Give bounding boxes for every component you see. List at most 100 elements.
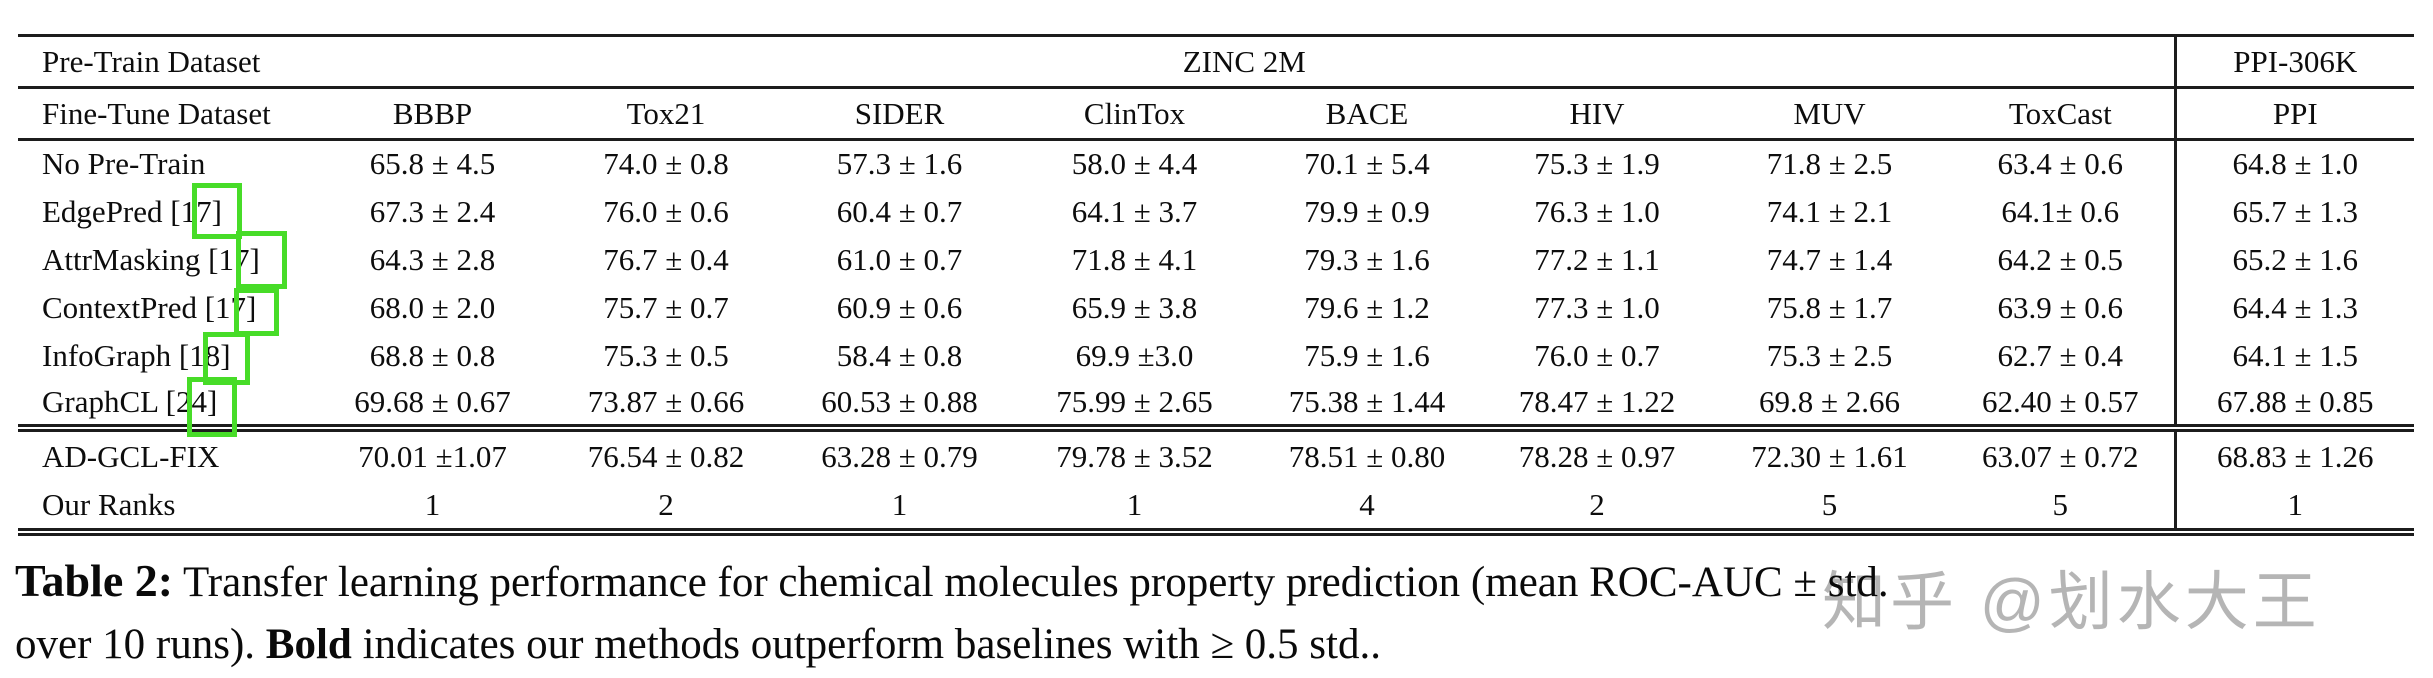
cell: 1	[2173, 481, 2415, 536]
pretrain-dataset-header: Pre-Train Dataset	[18, 34, 315, 89]
column-header-hiv: HIV	[1482, 87, 1712, 141]
cell: 68.8 ± 0.8	[369, 337, 496, 373]
cell: 73.87 ± 0.66	[550, 379, 782, 432]
cell: 75.3 ± 1.9	[1534, 146, 1660, 182]
cell: 63.28 ± 0.79	[821, 438, 978, 474]
cell: 65.8 ± 4.5	[369, 146, 496, 182]
cell: 67.88 ± 0.85	[2173, 379, 2415, 432]
cell: 64.3 ± 2.8	[369, 241, 496, 277]
row-label: AD-GCL-FIX	[42, 438, 220, 474]
row-label: AttrMasking [17]	[42, 241, 260, 277]
ours-row: AD-GCL-FIX 70.01 ±1.07 76.54 ± 0.82 63.28 ±…	[18, 427, 2415, 482]
cell: 57.3 ± 1.6	[836, 146, 963, 182]
cell: 64.8 ± 1.0	[2173, 139, 2415, 188]
cell: 75.3 ± 2.5	[1766, 337, 1893, 373]
results-table: Pre-Train Dataset ZINC 2M PPI-306K Fine-…	[18, 34, 2415, 536]
cell: 76.0 ± 0.6	[603, 193, 729, 229]
column-header-tox21: Tox21	[550, 87, 782, 141]
cell: 75.99 ± 2.65	[1017, 379, 1252, 432]
column-header-muv: MUV	[1712, 87, 1947, 141]
cell: 63.4 ± 0.6	[1997, 146, 2124, 182]
cell: 79.3 ± 1.6	[1304, 241, 1430, 277]
baseline-row: ContextPred [17] 68.0 ± 2.0 75.7 ± 0.7 60.9…	[18, 283, 2415, 332]
cell: 65.2 ± 1.6	[2173, 235, 2415, 284]
cell: 65.7 ± 1.3	[2173, 187, 2415, 236]
baseline-row: No Pre-Train 65.8 ± 4.5 74.0 ± 0.8 57.3 ± 1…	[18, 139, 2415, 188]
annotation-box-contextpred-citation	[234, 288, 279, 336]
annotation-box-graphcl-citation	[187, 377, 237, 437]
finetune-dataset-header: Fine-Tune Dataset	[18, 87, 315, 141]
cell: 60.53 ± 0.88	[782, 379, 1017, 432]
caption-line-2: over 10 runs). Bold indicates our method…	[15, 614, 2420, 676]
caption-label: Table 2:	[15, 555, 174, 606]
row-label: Our Ranks	[18, 481, 315, 536]
cell: 74.1 ± 2.1	[1766, 193, 1893, 229]
ppi306k-group-header: PPI-306K	[2173, 34, 2415, 89]
cell: 69.9 ±3.0	[1075, 337, 1194, 373]
cell: 64.1± 0.6	[2001, 193, 2120, 229]
cell: 60.9 ± 0.6	[836, 289, 963, 325]
cell: 72.30 ± 1.61	[1751, 438, 1908, 474]
cell: 77.3 ± 1.0	[1534, 289, 1660, 325]
cell: 71.8 ± 4.1	[1071, 241, 1198, 277]
caption-line-1: Table 2: Transfer learning performance f…	[15, 550, 2420, 614]
cell: 2	[1482, 481, 1712, 536]
cell: 76.0 ± 0.7	[1534, 337, 1660, 373]
cell: 61.0 ± 0.7	[836, 241, 963, 277]
cell: 67.3 ± 2.4	[369, 193, 496, 229]
cell: 62.40 ± 0.57	[1947, 379, 2176, 432]
cell: 1	[782, 481, 1017, 536]
annotation-box-edgepred-citation	[192, 183, 242, 239]
cell: 75.7 ± 0.7	[603, 289, 729, 325]
cell: 68.0 ± 2.0	[369, 289, 496, 325]
cell: 64.4 ± 1.3	[2173, 283, 2415, 332]
cell: 60.4 ± 0.7	[836, 193, 963, 229]
cell: 74.0 ± 0.8	[603, 146, 729, 182]
cell: 79.78 ± 3.52	[1056, 438, 1213, 474]
column-header-ppi: PPI	[2173, 87, 2415, 141]
row-label: EdgePred [17]	[42, 193, 222, 229]
cell: 70.1 ± 5.4	[1304, 146, 1430, 182]
cell: 75.3 ± 0.5	[603, 337, 729, 373]
cell: 2	[550, 481, 782, 536]
cell: 1	[1017, 481, 1252, 536]
cell: 69.68 ± 0.67	[315, 379, 550, 432]
cell: 75.38 ± 1.44	[1252, 379, 1482, 432]
cell: 70.01 ±1.07	[358, 438, 507, 474]
column-header-bbbp: BBBP	[315, 87, 550, 141]
cell: 64.1 ± 3.7	[1071, 193, 1198, 229]
cell: 78.28 ± 0.97	[1518, 438, 1676, 474]
cell: 4	[1252, 481, 1482, 536]
cell: 76.54 ± 0.82	[587, 438, 745, 474]
row-label: InfoGraph [18]	[42, 337, 231, 373]
cell: 76.3 ± 1.0	[1534, 193, 1660, 229]
cell: 78.51 ± 0.80	[1288, 438, 1446, 474]
cell: 69.8 ± 2.66	[1712, 379, 1947, 432]
cell: 64.2 ± 0.5	[1997, 241, 2124, 277]
row-label: GraphCL [24]	[18, 379, 315, 432]
annotation-box-attrmasking-citation	[236, 231, 287, 289]
baseline-row: AttrMasking [17] 64.3 ± 2.8 76.7 ± 0.4 61.0…	[18, 235, 2415, 284]
cell: 75.9 ± 1.6	[1304, 337, 1430, 373]
row-label: No Pre-Train	[42, 146, 206, 182]
column-header-sider: SIDER	[782, 87, 1017, 141]
column-header-toxcast: ToxCast	[1947, 87, 2176, 141]
finetune-header-row: Fine-Tune Dataset BBBP Tox21 SIDER ClinT…	[18, 87, 2415, 141]
baseline-row: GraphCL [24] 69.68 ± 0.67 73.87 ± 0.66 60.5…	[18, 379, 2415, 432]
baseline-row: InfoGraph [18] 68.8 ± 0.8 75.3 ± 0.5 58.4 ±…	[18, 331, 2415, 380]
cell: 63.9 ± 0.6	[1997, 289, 2124, 325]
caption-text-2: over 10 runs).	[15, 621, 266, 668]
column-header-clintox: ClinTox	[1017, 87, 1252, 141]
zhihu-watermark: 知乎 @划水大王	[1822, 566, 2321, 638]
cell: 74.7 ± 1.4	[1766, 241, 1893, 277]
table-caption: Table 2: Transfer learning performance f…	[15, 550, 2420, 676]
cell: 78.47 ± 1.22	[1482, 379, 1712, 432]
table-body: No Pre-Train 65.8 ± 4.5 74.0 ± 0.8 57.3 ± 1…	[18, 139, 2415, 536]
annotation-box-infograph-citation	[203, 332, 250, 385]
cell: 65.9 ± 3.8	[1071, 289, 1198, 325]
caption-text-1: Transfer learning performance for chemic…	[173, 559, 1889, 606]
pretrain-header-row: Pre-Train Dataset ZINC 2M PPI-306K	[18, 34, 2415, 89]
cell: 62.7 ± 0.4	[1997, 337, 2124, 373]
cell: 76.7 ± 0.4	[603, 241, 729, 277]
